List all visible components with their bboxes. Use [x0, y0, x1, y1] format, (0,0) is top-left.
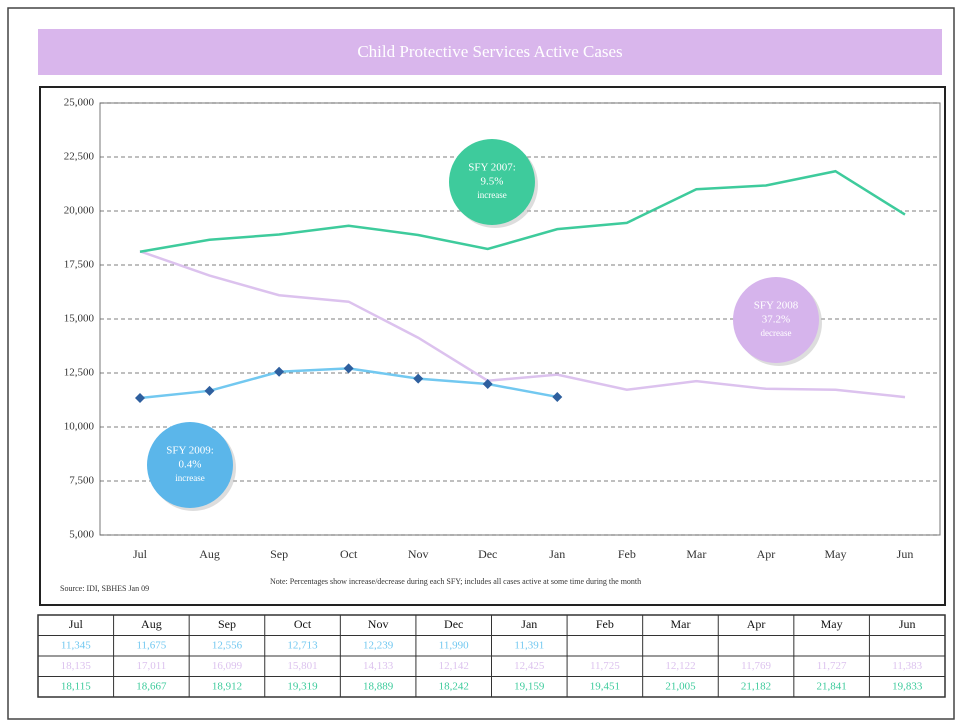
table-cell: 11,769: [741, 660, 771, 672]
annotation-text: increase: [477, 190, 506, 200]
table-cell: 18,889: [363, 680, 394, 692]
annotation-text: 9.5%: [481, 176, 504, 188]
table-cell: 18,135: [61, 660, 92, 672]
annotation-bubble: [147, 422, 233, 508]
table-cell: 11,345: [61, 639, 91, 651]
y-tick-label: 7,500: [69, 475, 94, 487]
marker: [135, 392, 145, 403]
table-header: Aug: [141, 617, 162, 631]
x-tick-label: Mar: [686, 547, 706, 561]
table-header: Jun: [899, 617, 916, 631]
y-tick-label: 20,000: [64, 205, 95, 217]
marker: [204, 385, 215, 396]
table-cell: 12,556: [212, 639, 243, 651]
table-cell: 11,727: [817, 660, 847, 672]
table-header: May: [821, 617, 843, 631]
table-cell: 18,912: [212, 680, 242, 692]
table-cell: 12,713: [287, 639, 318, 651]
table-cell: 12,239: [363, 639, 394, 651]
table-header: Nov: [368, 617, 389, 631]
table-cell: 11,725: [590, 660, 620, 672]
chart-frame: [39, 86, 946, 606]
y-tick-label: 17,500: [64, 259, 95, 271]
table-cell: 17,011: [136, 660, 166, 672]
table-cell: 14,133: [363, 660, 394, 672]
table-cell: 18,115: [61, 680, 91, 692]
table-header: Apr: [747, 617, 766, 631]
y-tick-label: 15,000: [64, 313, 95, 325]
table-cell: 19,159: [514, 680, 545, 692]
x-tick-label: Jun: [897, 547, 914, 561]
table-cell: 19,451: [590, 680, 620, 692]
x-tick-label: Nov: [408, 547, 429, 561]
marker: [552, 391, 563, 402]
table-cell: 16,099: [212, 660, 243, 672]
x-tick-label: Jul: [133, 547, 148, 561]
y-tick-label: 5,000: [69, 529, 94, 541]
annotation-text: 37.2%: [762, 314, 790, 326]
marker: [482, 379, 493, 390]
table-header: Oct: [294, 617, 312, 631]
page-frame: [7, 7, 955, 720]
table-cell: 12,142: [439, 660, 469, 672]
x-tick-label: Apr: [757, 547, 776, 561]
x-tick-label: May: [824, 547, 846, 561]
table-cell: 11,383: [892, 660, 922, 672]
chart-title: Child Protective Services Active Cases: [357, 42, 622, 61]
table-cell: 11,990: [439, 639, 469, 651]
annotation-text: SFY 2008: [754, 300, 799, 312]
table-cell: 21,182: [741, 680, 771, 692]
table-cell: 15,801: [287, 660, 317, 672]
y-tick-label: 10,000: [64, 421, 95, 433]
y-tick-label: 12,500: [64, 367, 95, 379]
annotation-text: SFY 2009:: [166, 445, 214, 457]
table-cell: 21,005: [665, 680, 696, 692]
table-cell: 21,841: [817, 680, 847, 692]
annotation-bubble: [733, 277, 819, 363]
x-tick-label: Feb: [618, 547, 636, 561]
table-header: Jul: [69, 617, 84, 631]
table-cell: 11,391: [514, 639, 544, 651]
series-line: [139, 169, 906, 253]
annotation-text: decrease: [761, 328, 792, 338]
annotation-bubble: [449, 139, 535, 225]
marker: [413, 373, 424, 384]
table-header: Feb: [596, 617, 614, 631]
note: Note: Percentages show increase/decrease…: [270, 577, 641, 586]
table-cell: 18,242: [439, 680, 469, 692]
table-cell: 12,425: [514, 660, 545, 672]
marker: [343, 363, 354, 374]
x-tick-label: Sep: [270, 547, 288, 561]
x-tick-label: Jan: [549, 547, 565, 561]
x-tick-label: Oct: [340, 547, 358, 561]
title-bar: [38, 29, 942, 75]
series-line: [139, 250, 906, 399]
table-header: Sep: [218, 617, 236, 631]
marker: [274, 366, 285, 377]
y-tick-label: 22,500: [64, 151, 95, 163]
table-cell: 18,667: [136, 680, 167, 692]
annotation-text: SFY 2007:: [468, 162, 516, 174]
table-cell: 19,833: [892, 680, 923, 692]
table-cell: 19,319: [287, 680, 318, 692]
source: Source: IDI, SBHES Jan 09: [60, 584, 149, 593]
table-cell: 11,675: [136, 639, 166, 651]
annotation-text: 0.4%: [179, 459, 202, 471]
x-tick-label: Aug: [199, 547, 220, 561]
table-header: Mar: [670, 617, 690, 631]
table-cell: 12,122: [665, 660, 695, 672]
annotation-text: increase: [175, 473, 204, 483]
table-header: Jan: [521, 617, 537, 631]
x-tick-label: Dec: [478, 547, 497, 561]
table-header: Dec: [444, 617, 463, 631]
y-tick-label: 25,000: [64, 97, 95, 109]
